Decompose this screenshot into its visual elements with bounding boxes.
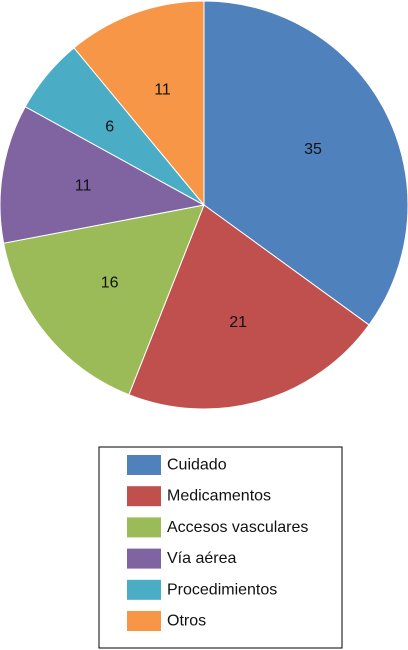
- pie-slice-via-aerea: [0, 106, 206, 244]
- legend-swatch-via-aerea: [127, 548, 161, 569]
- pie-slice-medicamentos: [128, 204, 370, 410]
- data-label-via-aerea: 11: [75, 177, 92, 194]
- pie-slice-accesos-vasculares: [3, 204, 205, 396]
- legend-label-medicamentos: Medicamentos: [167, 488, 271, 505]
- legend-swatch-accesos-vasculares: [127, 517, 161, 538]
- legend-label-otros: Otros: [167, 613, 206, 630]
- data-label-cuidado: 35: [304, 141, 322, 158]
- legend-items: Cuidado Medicamentos Accesos vasculares Vía…: [127, 455, 308, 631]
- legend-label-via-aerea: Vía aérea: [167, 550, 236, 567]
- legend-label-cuidado: Cuidado: [167, 457, 227, 474]
- pie-slice-cuidado: [203, 0, 408, 326]
- legend-swatch-procedimientos: [127, 579, 161, 600]
- pie-slices: [0, 0, 408, 410]
- data-label-medicamentos: 21: [229, 314, 247, 331]
- legend-label-accesos-vasculares: Accesos vasculares: [167, 519, 308, 536]
- legend-swatch-cuidado: [127, 455, 161, 475]
- pie-data-labels: 35 21 16 11 6 11: [75, 81, 322, 331]
- data-label-accesos-vasculares: 16: [101, 275, 119, 292]
- legend-swatch-medicamentos: [127, 486, 161, 507]
- legend-swatch-otros: [127, 611, 161, 631]
- legend: Cuidado Medicamentos Accesos vasculares Vía…: [98, 446, 343, 649]
- legend-label-procedimientos: Procedimientos: [167, 581, 277, 598]
- data-label-procedimientos: 6: [105, 118, 114, 135]
- pie-slice-otros: [73, 0, 205, 207]
- data-label-otros: 11: [154, 81, 171, 98]
